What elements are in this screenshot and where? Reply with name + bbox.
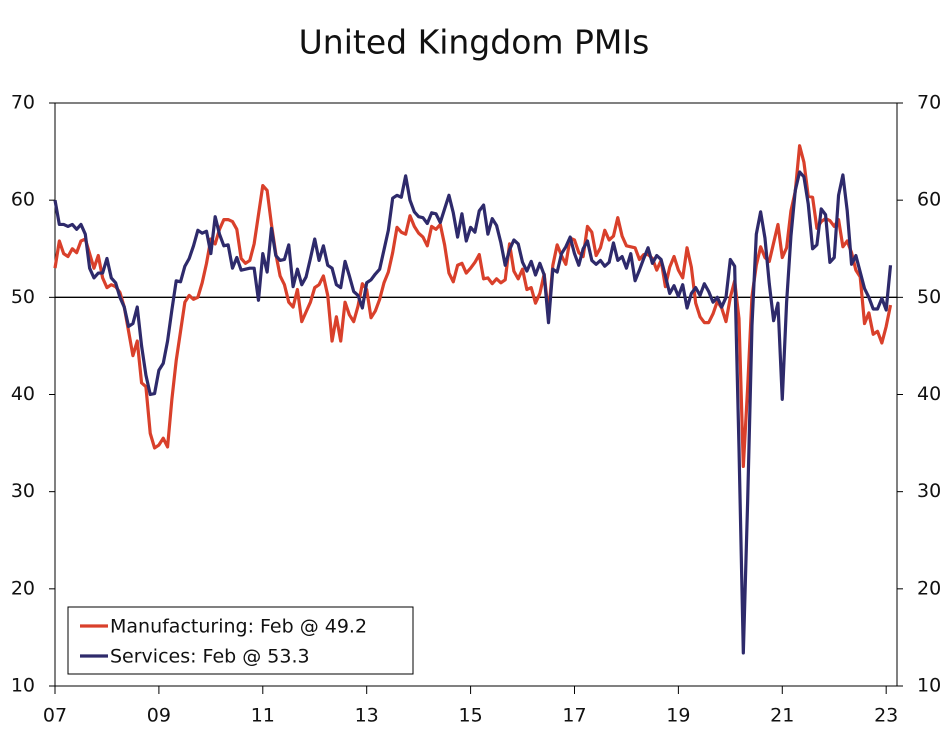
- legend-label: Services: Feb @ 53.3: [110, 646, 310, 668]
- y2-tick-label: 10: [917, 675, 941, 697]
- y-tick-label: 60: [11, 189, 35, 211]
- y2-tick-label: 70: [917, 92, 941, 114]
- x-tick-label: 19: [666, 705, 690, 727]
- y2-tick-label: 20: [917, 577, 941, 599]
- plot-frame: [54, 102, 898, 687]
- y-tick-label: 20: [11, 577, 35, 599]
- y2-tick-label: 50: [917, 286, 941, 308]
- y2-tick-label: 30: [917, 480, 941, 502]
- y-tick-label: 50: [11, 286, 35, 308]
- y-tick-label: 70: [11, 92, 35, 114]
- legend-label: Manufacturing: Feb @ 49.2: [110, 616, 367, 638]
- x-tick-label: 11: [251, 705, 275, 727]
- y-tick-label: 30: [11, 480, 35, 502]
- x-tick-label: 21: [770, 705, 794, 727]
- y-tick-label: 40: [11, 383, 35, 405]
- x-tick-label: 15: [458, 705, 482, 727]
- series-line: [53, 144, 893, 468]
- x-tick-label: 07: [43, 705, 67, 727]
- x-tick-label: 17: [562, 705, 586, 727]
- x-tick-label: 13: [355, 705, 379, 727]
- x-tick-label: 09: [147, 705, 171, 727]
- x-tick-label: 23: [874, 705, 898, 727]
- y2-tick-label: 60: [917, 189, 941, 211]
- legend-box: [67, 606, 414, 675]
- y2-tick-label: 40: [917, 383, 941, 405]
- chart-title: United Kingdom PMIs: [299, 23, 650, 62]
- y-tick-label: 10: [11, 675, 35, 697]
- series-line: [53, 170, 893, 655]
